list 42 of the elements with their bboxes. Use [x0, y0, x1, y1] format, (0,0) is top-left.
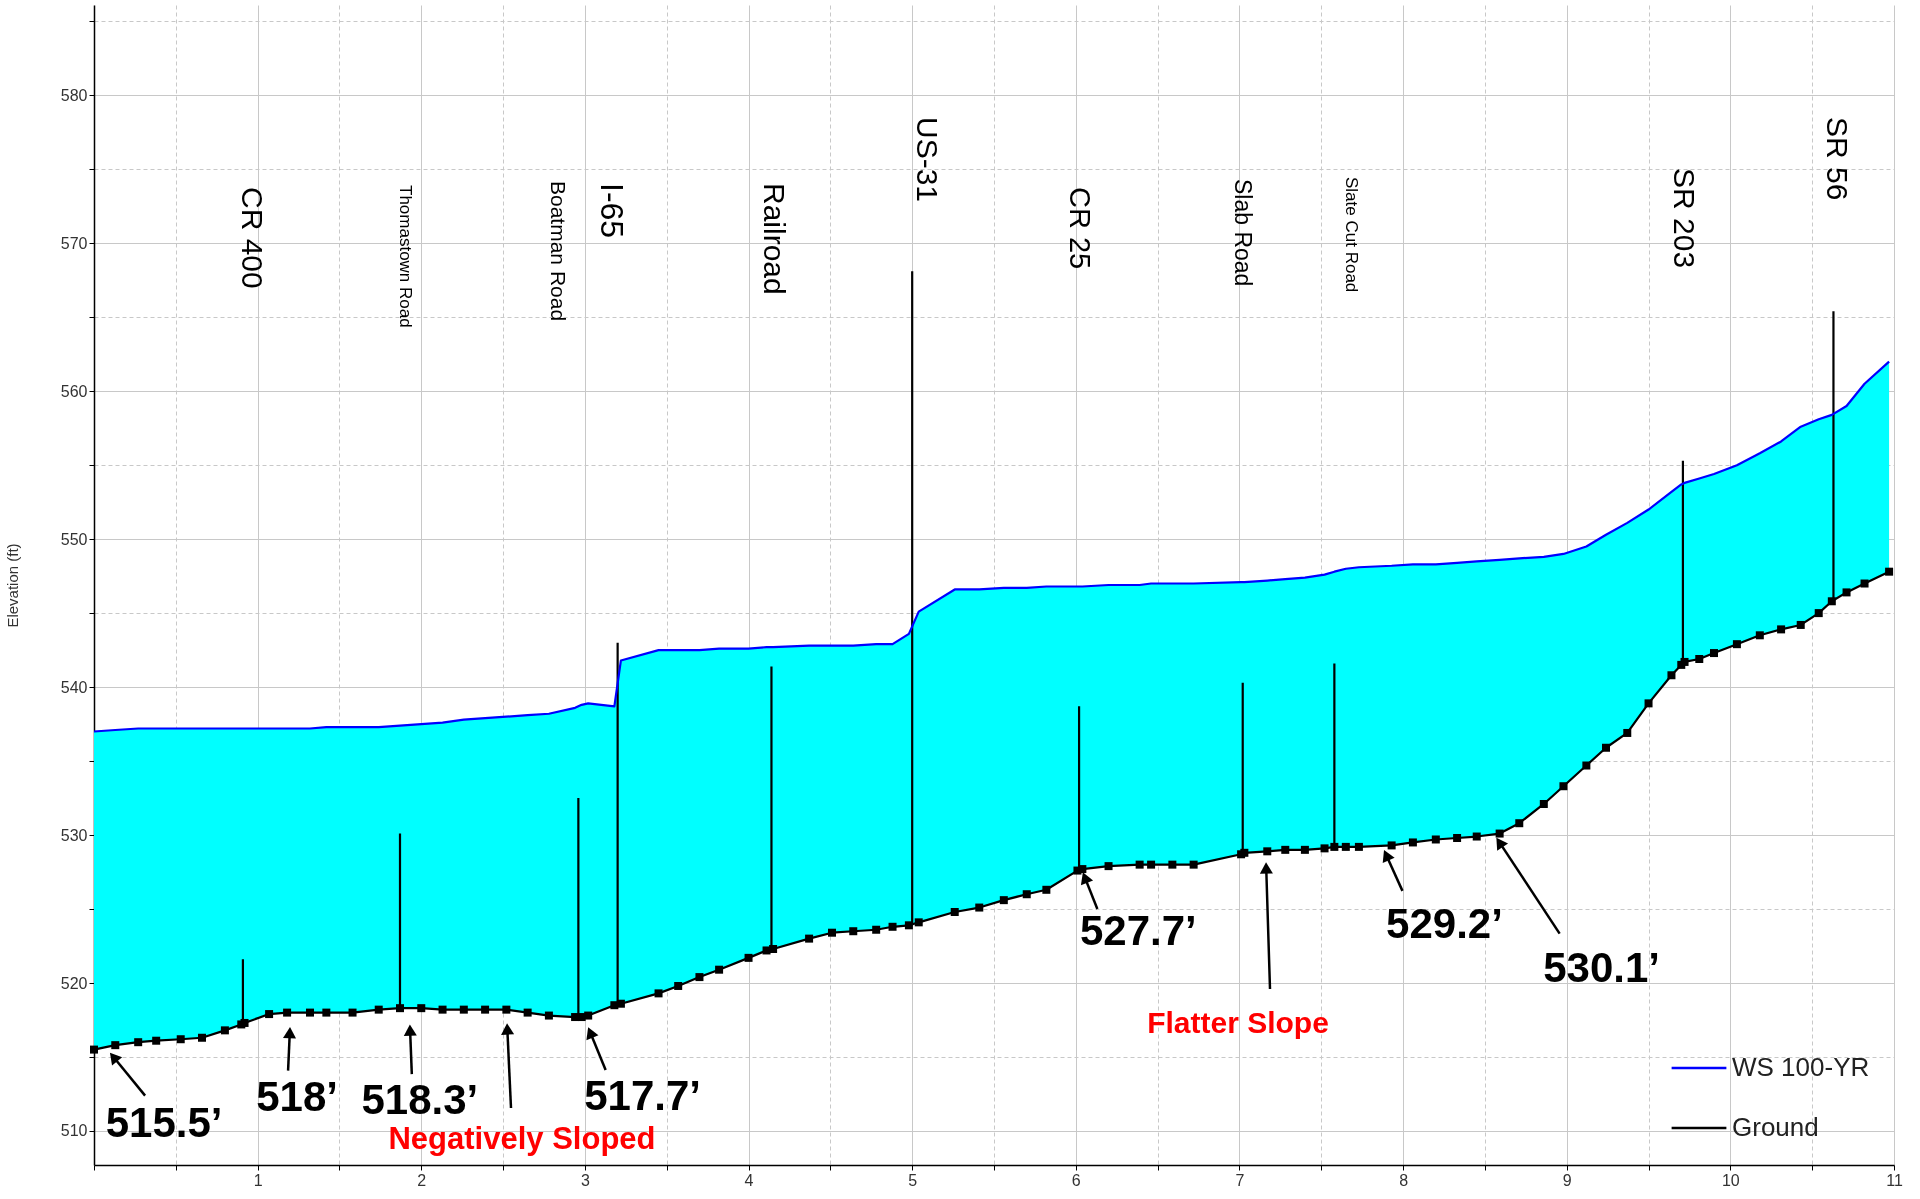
y-tick-label: 570 — [60, 234, 88, 252]
annotation: CR 25 — [1064, 187, 1096, 270]
annotation: 517.7’ — [584, 1072, 702, 1120]
annotation: Slate Cut Road — [1342, 177, 1361, 293]
y-tick-label: 520 — [60, 974, 88, 992]
y-tick-label: 550 — [60, 530, 88, 548]
y-axis-title: Elevation (ft) — [3, 543, 21, 628]
annotation: US-31 — [911, 117, 944, 203]
annotation: CR 400 — [236, 187, 269, 289]
x-tick-label: 1 — [253, 1171, 263, 1189]
y-tick-label: 580 — [60, 86, 88, 104]
x-tick-label: 2 — [417, 1171, 427, 1189]
annotation: Flatter Slope — [1147, 1006, 1329, 1039]
annotation: Slab Road — [1230, 179, 1256, 287]
y-tick-label: 540 — [60, 678, 88, 696]
x-tick-label: 4 — [744, 1171, 754, 1189]
annotation: 529.2’ — [1386, 899, 1503, 947]
annotation: 518.3’ — [361, 1076, 479, 1124]
legend-label: Ground — [1732, 1112, 1819, 1142]
y-tick-label: 510 — [60, 1122, 88, 1140]
annotation: SR 56 — [1821, 117, 1854, 201]
x-tick-label: 11 — [1886, 1171, 1903, 1189]
y-tick-label: 560 — [60, 382, 88, 400]
x-tick-label: 8 — [1399, 1171, 1409, 1189]
annotation: 515.5’ — [105, 1098, 223, 1146]
annotation: 518’ — [256, 1072, 338, 1120]
x-tick-label: 9 — [1562, 1171, 1572, 1189]
x-tick-label: 7 — [1235, 1171, 1245, 1189]
x-tick-label: 6 — [1071, 1171, 1081, 1189]
annotation: 530.1’ — [1543, 943, 1661, 991]
annotation: Negatively Sloped — [388, 1121, 656, 1156]
x-tick-label: 3 — [580, 1171, 590, 1189]
annotation: 527.7’ — [1079, 907, 1197, 955]
annotation: Railroad — [758, 183, 791, 295]
annotation: SR 203 — [1668, 168, 1701, 269]
annotation: Boatman Road — [547, 181, 570, 322]
annotation: Thomastown Road — [396, 185, 415, 328]
annotation: I-65 — [594, 183, 630, 239]
x-tick-label: 10 — [1721, 1171, 1740, 1189]
x-tick-label: 5 — [908, 1171, 918, 1189]
legend-label: WS 100-YR — [1732, 1052, 1870, 1082]
y-tick-label: 530 — [60, 826, 88, 844]
